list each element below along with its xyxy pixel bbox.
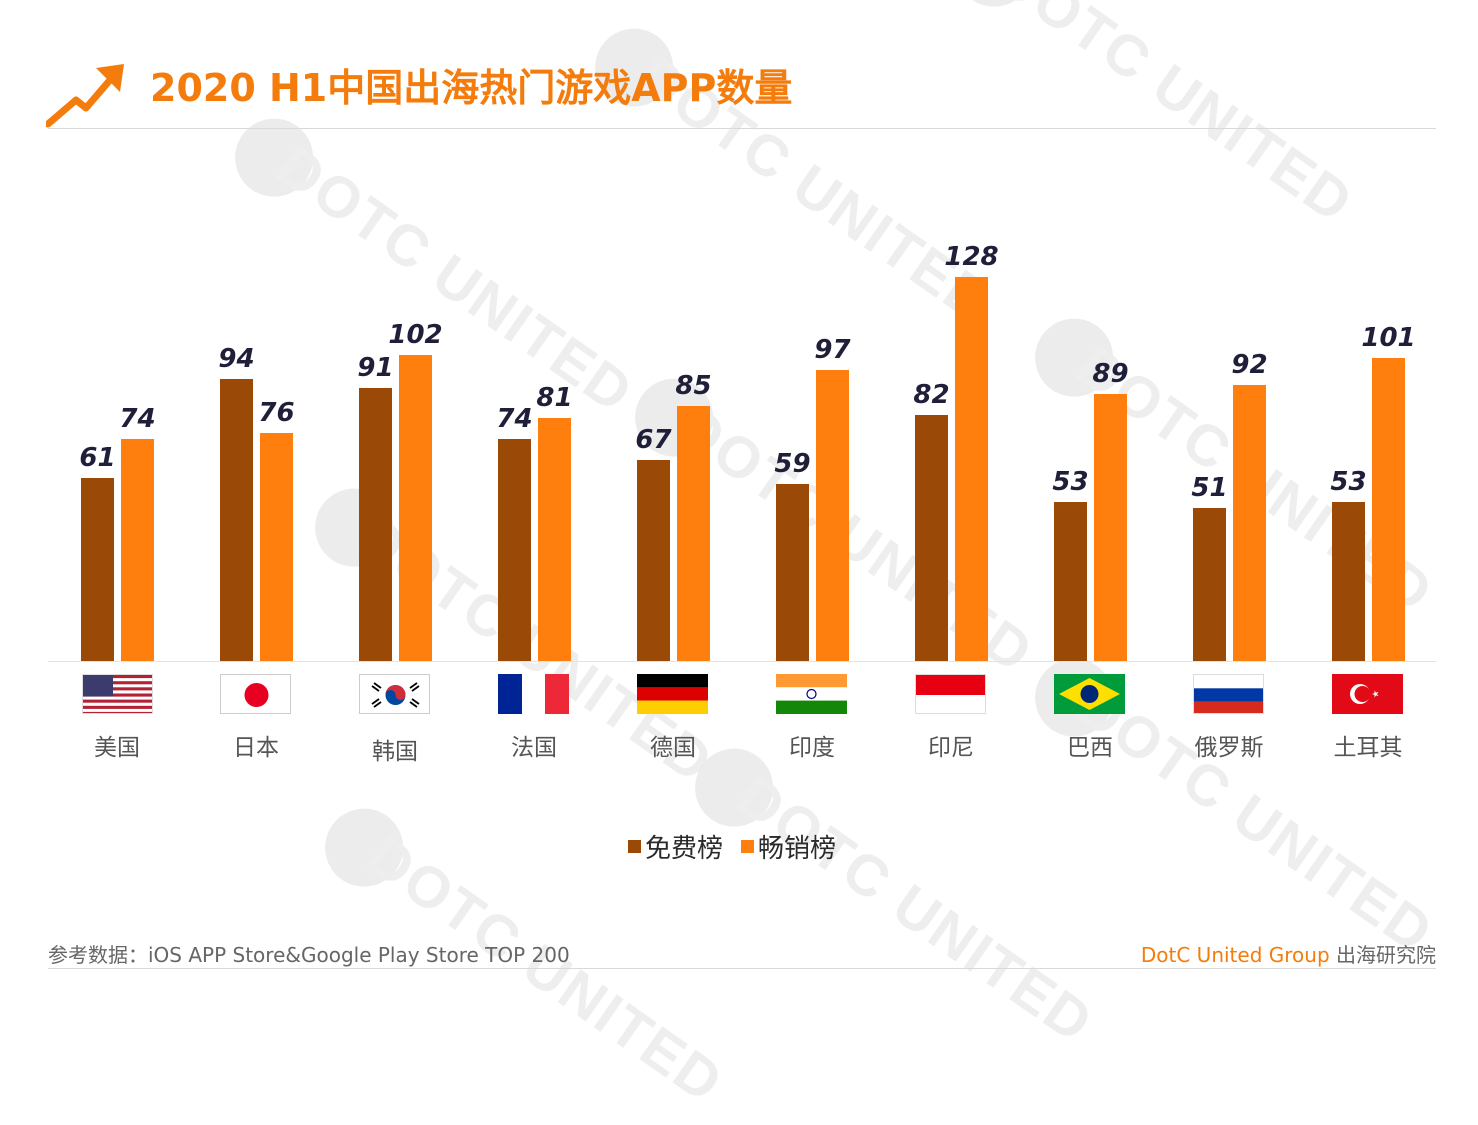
turkey-flag [1332, 674, 1403, 714]
country-label: 土耳其 [1333, 735, 1403, 761]
legend-item-free: 免费榜 [628, 828, 723, 865]
bar-chart: 6174947691102748167855997821285389519253… [48, 242, 1436, 662]
bar-free [498, 439, 531, 661]
bar-free [776, 484, 809, 661]
data-label: 128 [944, 242, 998, 272]
country-label: 韩国 [372, 739, 418, 765]
source-note: 参考数据：iOS APP Store&Google Play Store TOP… [48, 943, 570, 967]
brazil-flag [1054, 674, 1125, 714]
legend-swatch-paid [741, 840, 755, 853]
japan-flag [220, 674, 291, 714]
data-label: 102 [388, 320, 442, 350]
bar-free [220, 379, 253, 661]
brand-name: DotC United Group [1140, 943, 1330, 967]
data-label: 61 [79, 443, 115, 473]
data-label: 91 [357, 353, 393, 383]
legend-item-paid: 畅销榜 [741, 828, 836, 865]
country-label: 美国 [94, 735, 140, 761]
data-label: 53 [1330, 467, 1366, 497]
data-label: 67 [635, 425, 672, 455]
data-label: 59 [774, 449, 810, 479]
data-label: 81 [536, 383, 572, 413]
bar-paid [1233, 385, 1266, 661]
bar-paid [260, 433, 293, 661]
data-label: 89 [1092, 359, 1128, 389]
us-flag [82, 674, 153, 714]
trend-arrow-icon [46, 64, 124, 128]
country-label: 俄罗斯 [1194, 735, 1264, 761]
bar-paid [399, 355, 432, 661]
bar-paid [816, 370, 849, 661]
russia-flag [1193, 674, 1264, 714]
indonesia-flag [915, 674, 986, 714]
bar-free [1054, 502, 1087, 661]
brand-credit: DotC United Group 出海研究院 [1141, 939, 1436, 968]
legend-swatch-free [628, 840, 641, 853]
chart-title: 2020 H1中国出海热门游戏APP数量 [150, 66, 793, 110]
country-label: 印度 [789, 735, 835, 761]
data-label: 85 [675, 371, 711, 401]
data-label: 74 [496, 404, 532, 434]
footer-divider [48, 968, 1436, 969]
country-label: 日本 [233, 735, 279, 761]
country-label: 德国 [650, 735, 696, 761]
legend: 免费榜 畅销榜 [628, 828, 836, 865]
country-label: 印尼 [928, 735, 974, 761]
data-label: 101 [1361, 323, 1415, 353]
data-label: 97 [814, 335, 851, 365]
bar-free [359, 388, 392, 661]
korea-flag [359, 674, 430, 714]
data-label: 76 [258, 398, 294, 428]
data-label: 53 [1052, 467, 1088, 497]
bar-free [1193, 508, 1226, 661]
bar-paid [677, 406, 710, 661]
data-label: 74 [119, 404, 155, 434]
bar-paid [121, 439, 154, 661]
germany-flag [637, 674, 708, 714]
bar-paid [955, 277, 988, 661]
bar-paid [538, 418, 571, 661]
india-flag [776, 674, 847, 714]
header-divider [48, 128, 1436, 129]
bar-free [1332, 502, 1365, 661]
data-label: 92 [1231, 350, 1267, 380]
country-label: 巴西 [1067, 735, 1113, 761]
legend-label-paid: 畅销榜 [758, 834, 837, 864]
data-label: 82 [913, 380, 949, 410]
data-label: 94 [218, 344, 254, 374]
bar-free [81, 478, 114, 661]
bar-free [915, 415, 948, 661]
data-label: 51 [1191, 473, 1227, 503]
bar-paid [1094, 394, 1127, 661]
france-flag [498, 674, 569, 714]
bar-paid [1372, 358, 1405, 661]
bar-free [637, 460, 670, 661]
brand-institute: 出海研究院 [1336, 943, 1436, 967]
legend-label-free: 免费榜 [645, 834, 724, 864]
country-label: 法国 [511, 735, 557, 761]
